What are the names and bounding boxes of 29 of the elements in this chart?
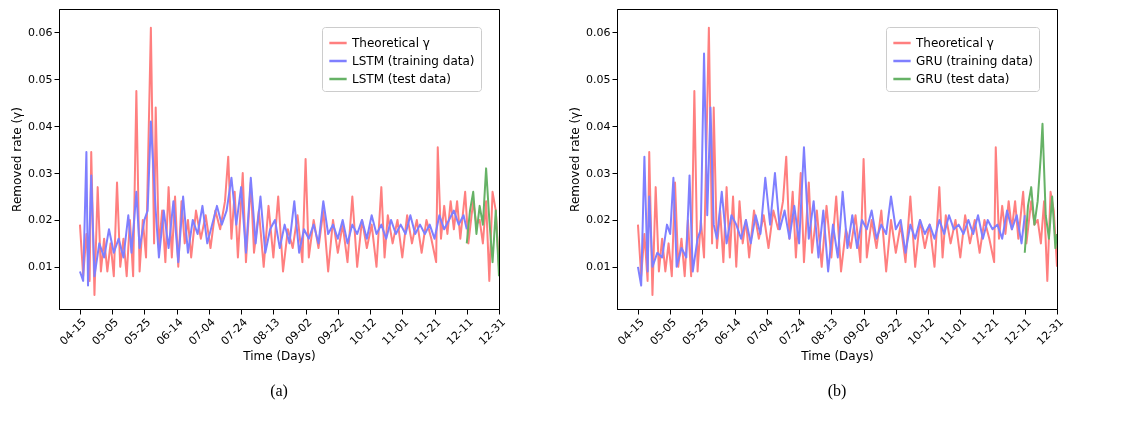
- y-tick-label: 0.03: [586, 166, 611, 180]
- line-series: [465, 167, 499, 278]
- y-tick-label: 0.03: [28, 166, 53, 180]
- y-tick-label: 0.05: [28, 72, 53, 86]
- y-tick-label: 0.02: [586, 213, 611, 227]
- y-axis-title: Removed rate (γ): [10, 107, 25, 212]
- y-axis-title: Removed rate (γ): [568, 107, 583, 212]
- x-axis-title: Time (Days): [800, 348, 874, 363]
- legend-label: LSTM (training data): [352, 54, 475, 68]
- y-tick-label: 0.06: [28, 25, 53, 39]
- line-series: [78, 26, 499, 296]
- legend-label: LSTM (test data): [352, 72, 452, 86]
- y-tick-label: 0.04: [586, 119, 611, 133]
- y-tick-label: 0.06: [586, 25, 611, 39]
- legend-label: Theoretical γ: [351, 36, 430, 50]
- line-series: [636, 26, 1057, 296]
- text: (b): [827, 382, 847, 401]
- y-tick-label: 0.05: [586, 72, 611, 86]
- y-tick-label: 0.01: [28, 260, 53, 274]
- line-series: [1023, 122, 1057, 254]
- legend-label: Theoretical γ: [915, 36, 994, 50]
- x-axis-title: Time (Days): [242, 348, 316, 363]
- legend-label: GRU (training data): [916, 54, 1033, 68]
- legend-label: GRU (test data): [916, 72, 1010, 86]
- line-series: [78, 120, 468, 287]
- y-tick-label: 0.01: [586, 260, 611, 274]
- y-tick-label: 0.02: [28, 213, 53, 227]
- text: (a): [270, 382, 288, 401]
- y-tick-label: 0.04: [28, 119, 53, 133]
